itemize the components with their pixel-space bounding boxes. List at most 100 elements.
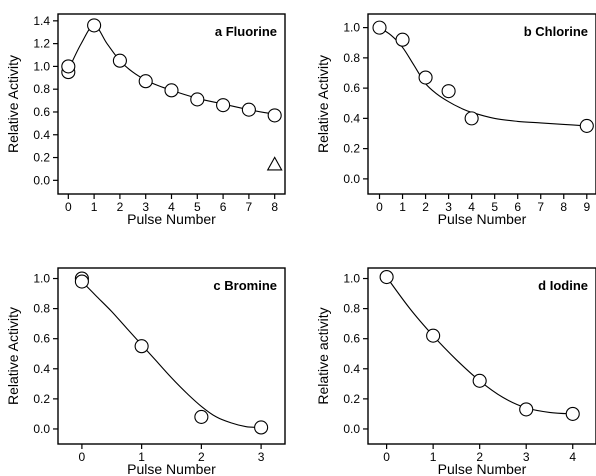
y-tick-label: 0.2 (33, 392, 50, 406)
x-tick-label: 2 (117, 200, 124, 214)
data-point (216, 98, 231, 113)
y-tick-label: 0.0 (343, 422, 360, 436)
x-tick-label: 2 (422, 200, 429, 214)
plot-frame (367, 13, 596, 195)
fit-curve (386, 276, 573, 415)
y-tick-label: 0.6 (343, 332, 360, 346)
y-axis-title: Relative activity (315, 307, 331, 404)
data-point (254, 420, 269, 435)
plot-frame (367, 267, 596, 445)
data-point (519, 402, 534, 417)
chart-panel-1: 0 1 2 3 4 5 6 7 8 9 0.0 0.2 0.4 0.6 0.8 1.0 Pulse Number… (315, 13, 596, 227)
data-point (372, 20, 387, 35)
y-tick-label: 0.2 (343, 392, 360, 406)
x-tick-label: 0 (79, 450, 86, 464)
data-point (395, 32, 410, 47)
x-tick-label: 7 (246, 200, 253, 214)
x-tick-label: 4 (569, 450, 576, 464)
x-tick-label: 5 (491, 200, 498, 214)
y-tick-label: 0.8 (343, 302, 360, 316)
y-tick-label: 0.4 (33, 362, 50, 376)
x-tick-label: 4 (168, 200, 175, 214)
chart-panel-3: 0 1 2 3 4 0.0 0.2 0.4 0.6 0.8 1.0 Pulse Number Relat… (315, 267, 596, 476)
y-tick-label: 0.0 (33, 173, 50, 187)
x-tick-label: 1 (91, 200, 98, 214)
x-tick-label: 7 (537, 200, 544, 214)
x-tick-label: 1 (399, 200, 406, 214)
x-axis-title: Pulse Number (127, 461, 216, 476)
x-tick-label: 0 (383, 450, 390, 464)
x-tick-label: 0 (65, 200, 72, 214)
x-axis-title: Pulse Number (438, 461, 527, 476)
x-axis-title: Pulse Number (127, 211, 216, 227)
data-point (441, 84, 456, 99)
x-tick-label: 2 (198, 450, 205, 464)
y-tick-label: 0.0 (343, 172, 360, 186)
y-tick-label: 1.0 (343, 21, 360, 35)
y-tick-label: 0.4 (343, 111, 360, 125)
y-tick-label: 0.6 (33, 105, 50, 119)
data-point (565, 406, 580, 421)
panel-title: d Iodine (538, 278, 588, 293)
data-point (87, 18, 102, 33)
data-point (379, 269, 394, 285)
x-tick-label: 4 (468, 200, 475, 214)
data-point (418, 70, 433, 85)
y-tick-label: 1.0 (343, 272, 360, 286)
x-tick-label: 8 (560, 200, 567, 214)
x-tick-label: 1 (430, 450, 437, 464)
y-tick-label: 1.4 (33, 14, 50, 28)
y-tick-label: 0.2 (33, 151, 50, 165)
y-tick-label: 0.8 (33, 302, 50, 316)
x-tick-label: 2 (476, 450, 483, 464)
data-point-triangle (266, 156, 283, 171)
y-axis-title: Relative Activity (5, 55, 21, 153)
chart-panel-2: 0 1 2 3 0.0 0.2 0.4 0.6 0.8 1.0 Pulse Number Relati… (5, 267, 286, 476)
data-point (138, 74, 153, 89)
data-point (164, 83, 179, 98)
x-tick-label: 5 (194, 200, 201, 214)
data-point (61, 59, 76, 74)
y-tick-label: 0.6 (343, 81, 360, 95)
data-point (112, 53, 127, 68)
x-tick-label: 9 (583, 200, 590, 214)
panel-title: c Bromine (213, 278, 277, 293)
y-tick-label: 1.2 (33, 37, 50, 51)
data-point (472, 373, 487, 388)
panel-title: a Fluorine (215, 24, 277, 39)
x-tick-label: 0 (376, 200, 383, 214)
x-tick-label: 1 (138, 450, 145, 464)
y-tick-label: 0.2 (343, 142, 360, 156)
y-tick-label: 0.4 (343, 362, 360, 376)
x-tick-label: 6 (220, 200, 227, 214)
fit-curve (81, 281, 262, 429)
data-point (134, 339, 149, 354)
y-axis-title: Relative Activity (5, 307, 21, 405)
x-tick-label: 3 (142, 200, 149, 214)
data-point (464, 111, 479, 126)
y-axis-title: Relative Activity (315, 55, 331, 153)
panel-title: b Chlorine (524, 24, 588, 39)
x-tick-label: 3 (445, 200, 452, 214)
data-point (579, 118, 594, 133)
fit-curve (379, 27, 587, 127)
x-tick-label: 3 (523, 450, 530, 464)
data-point (194, 409, 209, 424)
y-tick-label: 1.0 (33, 272, 50, 286)
x-tick-label: 3 (258, 450, 265, 464)
x-tick-label: 6 (514, 200, 521, 214)
y-tick-label: 0.8 (343, 51, 360, 65)
y-tick-label: 1.0 (33, 59, 50, 73)
y-tick-label: 0.8 (33, 82, 50, 96)
x-tick-label: 8 (271, 200, 278, 214)
data-point (74, 274, 89, 289)
data-point (241, 102, 256, 117)
y-tick-label: 0.6 (33, 332, 50, 346)
y-tick-label: 0.0 (33, 422, 50, 436)
plot-frame (57, 267, 286, 445)
x-axis-title: Pulse Number (438, 211, 527, 227)
chart-panel-0: 0 1 2 3 4 5 6 7 8 0.0 0.2 0.4 0.6 0.8 1.0 1.2 1.4 Pulse N… (5, 13, 286, 227)
data-point (426, 328, 441, 343)
